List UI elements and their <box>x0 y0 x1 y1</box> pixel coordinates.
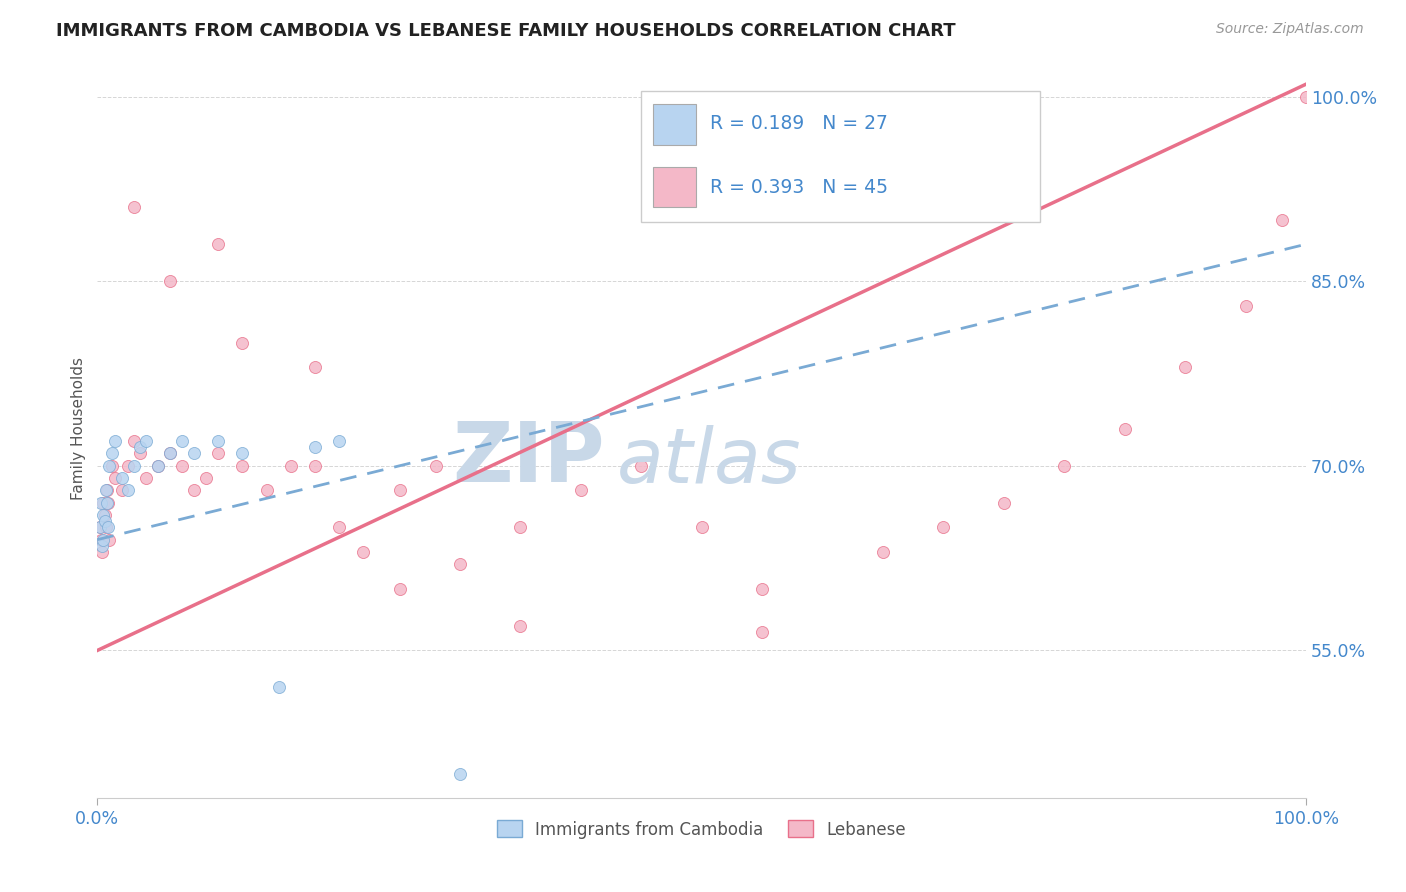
Text: IMMIGRANTS FROM CAMBODIA VS LEBANESE FAMILY HOUSEHOLDS CORRELATION CHART: IMMIGRANTS FROM CAMBODIA VS LEBANESE FAM… <box>56 22 956 40</box>
Point <box>94 520 117 534</box>
Point <box>96 483 118 498</box>
Point <box>231 446 253 460</box>
Point <box>96 496 118 510</box>
Point <box>122 200 145 214</box>
Point <box>183 483 205 498</box>
Point <box>328 520 350 534</box>
Point <box>128 440 150 454</box>
Point <box>170 458 193 473</box>
Point <box>304 440 326 454</box>
Point <box>751 582 773 596</box>
Point <box>104 434 127 449</box>
Point <box>93 496 115 510</box>
Point <box>98 458 121 473</box>
FancyBboxPatch shape <box>654 103 696 145</box>
Point <box>91 545 114 559</box>
Point <box>117 458 139 473</box>
Point <box>751 624 773 639</box>
Point <box>91 539 114 553</box>
Point <box>690 520 713 534</box>
Text: R = 0.189   N = 27: R = 0.189 N = 27 <box>710 114 889 133</box>
Text: atlas: atlas <box>617 425 801 500</box>
Point <box>89 520 111 534</box>
Point <box>509 520 531 534</box>
Point <box>97 496 120 510</box>
Point <box>231 335 253 350</box>
Point <box>170 434 193 449</box>
Point <box>93 514 115 528</box>
Point <box>159 446 181 460</box>
Text: R = 0.393   N = 45: R = 0.393 N = 45 <box>710 178 889 197</box>
Point <box>1053 458 1076 473</box>
Point <box>93 533 115 547</box>
Point <box>207 434 229 449</box>
Point <box>1114 422 1136 436</box>
Point <box>104 471 127 485</box>
Point <box>932 520 955 534</box>
Point <box>101 446 124 460</box>
Point <box>304 458 326 473</box>
Legend: Immigrants from Cambodia, Lebanese: Immigrants from Cambodia, Lebanese <box>491 814 912 846</box>
Point <box>98 533 121 547</box>
Point <box>1174 360 1197 375</box>
Point <box>110 471 132 485</box>
Point <box>122 458 145 473</box>
Point <box>1295 89 1317 103</box>
Point <box>993 496 1015 510</box>
Point <box>159 446 181 460</box>
Point <box>872 545 894 559</box>
Point <box>280 458 302 473</box>
Point <box>183 446 205 460</box>
Point <box>90 496 112 510</box>
Point <box>93 508 115 522</box>
FancyBboxPatch shape <box>654 167 696 207</box>
Point <box>97 520 120 534</box>
Point <box>207 446 229 460</box>
Point <box>231 458 253 473</box>
Point <box>159 274 181 288</box>
Point <box>101 458 124 473</box>
Point <box>207 237 229 252</box>
Point <box>89 520 111 534</box>
Point <box>449 766 471 780</box>
Point <box>267 681 290 695</box>
Point <box>256 483 278 498</box>
Point <box>110 483 132 498</box>
Point <box>93 508 115 522</box>
Point <box>449 558 471 572</box>
FancyBboxPatch shape <box>641 91 1040 222</box>
Point <box>304 360 326 375</box>
Point <box>146 458 169 473</box>
Point <box>90 533 112 547</box>
Point <box>630 458 652 473</box>
Point <box>135 471 157 485</box>
Point <box>1271 212 1294 227</box>
Point <box>388 483 411 498</box>
Point <box>122 434 145 449</box>
Text: ZIP: ZIP <box>453 418 605 499</box>
Point <box>388 582 411 596</box>
Point <box>128 446 150 460</box>
Point <box>1234 299 1257 313</box>
Point <box>569 483 592 498</box>
Point <box>146 458 169 473</box>
Y-axis label: Family Households: Family Households <box>72 358 86 500</box>
Point <box>94 483 117 498</box>
Point <box>135 434 157 449</box>
Point <box>509 619 531 633</box>
Point <box>117 483 139 498</box>
Point <box>328 434 350 449</box>
Text: Source: ZipAtlas.com: Source: ZipAtlas.com <box>1216 22 1364 37</box>
Point <box>195 471 218 485</box>
Point <box>352 545 374 559</box>
Point <box>425 458 447 473</box>
